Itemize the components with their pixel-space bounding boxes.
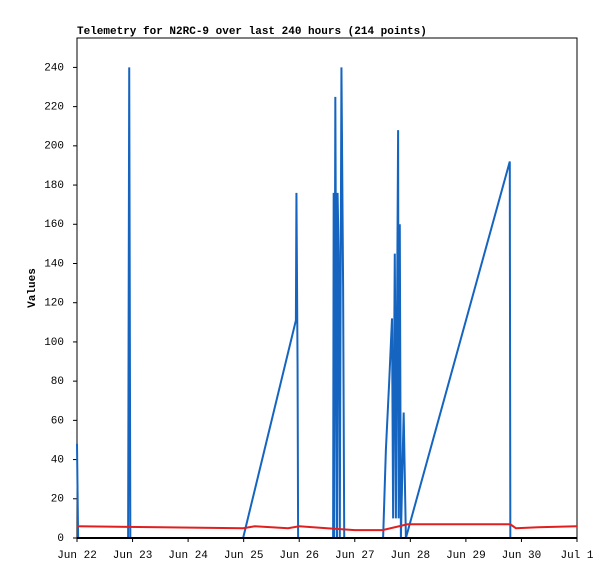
chart-title: Telemetry for N2RC-9 over last 240 hours… xyxy=(77,26,427,38)
y-tick-label: 140 xyxy=(44,258,64,270)
y-tick-label: 100 xyxy=(44,337,64,349)
x-tick-label: Jun 29 xyxy=(446,550,486,562)
x-tick-label: Jun 28 xyxy=(391,550,431,562)
plot-frame xyxy=(76,37,578,539)
x-tick-label: Jun 30 xyxy=(502,550,542,562)
x-tick-label: Jun 23 xyxy=(113,550,153,562)
y-tick-label: 60 xyxy=(51,415,64,427)
series-line xyxy=(76,523,578,532)
x-tick-label: Jun 24 xyxy=(168,550,208,562)
x-tick-label: Jul 1 xyxy=(560,550,593,562)
y-tick-label: 200 xyxy=(44,141,64,153)
y-tick-label: 40 xyxy=(51,454,64,466)
y-tick-label: 180 xyxy=(44,180,64,192)
y-axis-label: Values xyxy=(27,268,39,308)
series-line xyxy=(76,67,577,539)
x-tick-label: Jun 27 xyxy=(335,550,375,562)
y-tick-label: 240 xyxy=(44,62,64,74)
y-tick-label: 160 xyxy=(44,219,64,231)
x-tick-label: Jun 26 xyxy=(279,550,319,562)
y-tick-label: 20 xyxy=(51,494,64,506)
x-tick-label: Jun 22 xyxy=(57,550,97,562)
x-tick-label: Jun 25 xyxy=(224,550,264,562)
y-tick-label: 0 xyxy=(57,533,64,545)
y-tick-label: 80 xyxy=(51,376,64,388)
y-tick-label: 220 xyxy=(44,102,64,114)
y-tick-label: 120 xyxy=(44,298,64,310)
